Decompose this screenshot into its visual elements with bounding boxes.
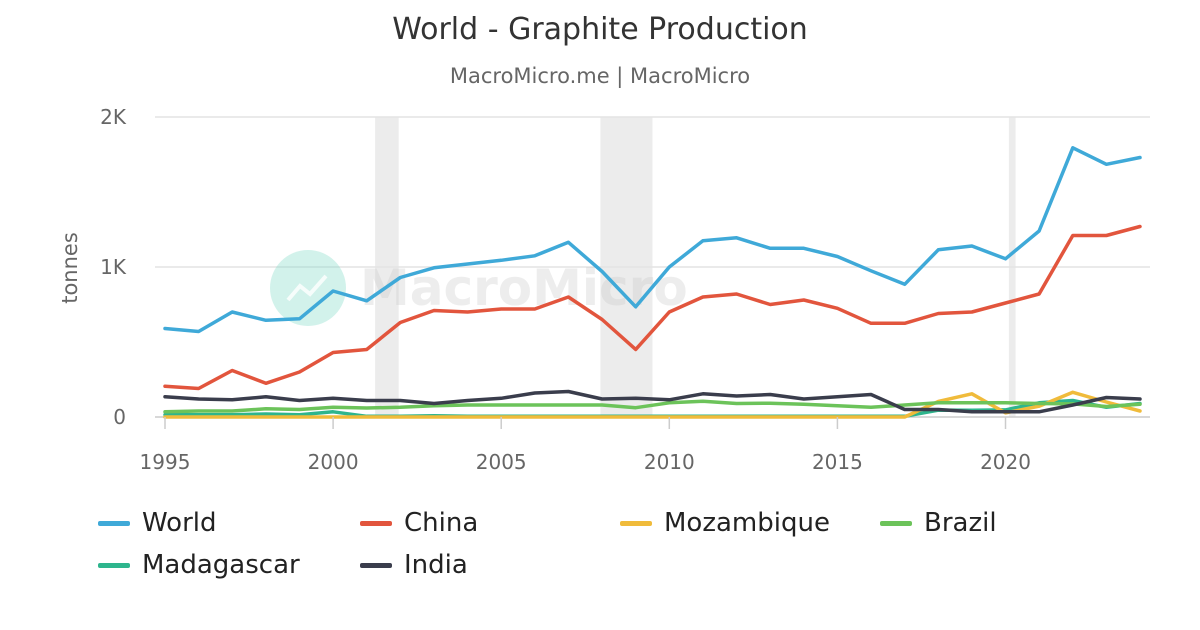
legend-label: Brazil: [924, 508, 997, 538]
watermark-logo-icon: [270, 250, 346, 326]
legend-swatch: [360, 562, 392, 568]
y-tick-label: 2K: [100, 105, 127, 129]
legend-item-india[interactable]: India: [360, 550, 468, 580]
y-tick-label: 1K: [100, 255, 127, 279]
legend-swatch: [98, 562, 130, 568]
series-line-china[interactable]: [163, 224, 1142, 391]
legend-item-china[interactable]: China: [360, 508, 478, 538]
y-tick-label: 0: [113, 405, 126, 429]
watermark: MacroMicro: [270, 250, 688, 326]
x-tick-label: 2005: [476, 450, 527, 474]
legend-swatch: [98, 520, 130, 526]
x-tick-label: 2010: [644, 450, 695, 474]
series-line-world[interactable]: [163, 146, 1142, 334]
legend-label: Madagascar: [142, 550, 300, 580]
series-line-mozambique[interactable]: [163, 390, 1142, 419]
axes: 0 1K 2K 1995 2000 2005 2010 2015 2020: [100, 105, 1031, 474]
legend-label: Mozambique: [664, 508, 830, 538]
legend-swatch: [360, 520, 392, 526]
legend-label: China: [404, 508, 479, 538]
legend-label: World: [142, 508, 217, 538]
legend-label: India: [404, 550, 468, 580]
series-lines: [163, 146, 1142, 419]
legend-item-madagascar[interactable]: Madagascar: [98, 550, 300, 580]
legend-item-world[interactable]: World: [98, 508, 217, 538]
series-line-brazil[interactable]: [163, 399, 1142, 414]
x-tick-label: 2015: [812, 450, 863, 474]
watermark-chart-icon: [286, 274, 328, 302]
legend-swatch: [620, 520, 652, 526]
chart-subtitle: MacroMicro.me | MacroMicro: [449, 64, 751, 88]
chart-title: World - Graphite Production: [392, 12, 808, 47]
series-line-india[interactable]: [163, 389, 1142, 414]
legend-item-brazil[interactable]: Brazil: [880, 508, 997, 538]
x-tick-label: 1995: [140, 450, 191, 474]
legend-swatch: [880, 520, 912, 526]
x-tick-label: 2020: [980, 450, 1031, 474]
x-tick-label: 2000: [308, 450, 359, 474]
legend-item-mozambique[interactable]: Mozambique: [620, 508, 830, 538]
y-axis-label: tonnes: [58, 232, 82, 304]
